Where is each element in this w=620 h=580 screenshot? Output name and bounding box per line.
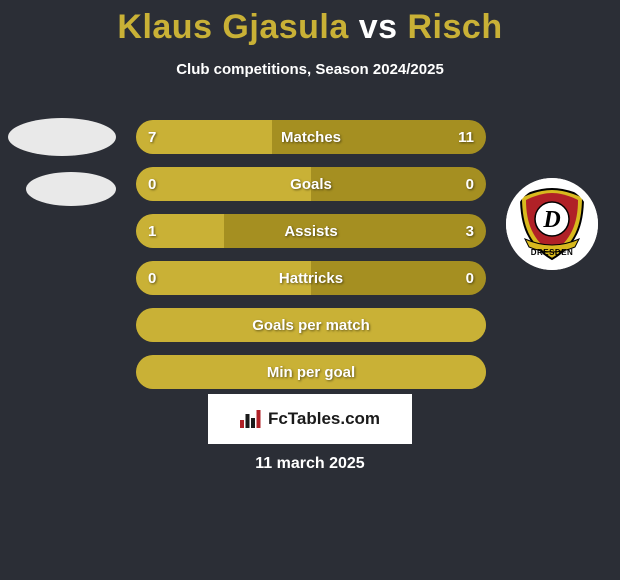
crest-banner-text: DRESDEN <box>513 248 591 257</box>
stat-label: Matches <box>136 120 486 154</box>
stat-row: 711Matches <box>136 120 486 154</box>
team-crest: D DRESDEN <box>506 178 598 270</box>
stat-row: 00Hattricks <box>136 261 486 295</box>
brand-text: FcTables.com <box>268 409 380 429</box>
stat-label: Goals <box>136 167 486 201</box>
title-player-left: Klaus Gjasula <box>117 8 348 46</box>
stat-label: Goals per match <box>136 308 486 342</box>
stats-bars: 711Matches 00Goals 13Assists 00Hattricks Goa… <box>136 120 486 402</box>
stat-row: Goals per match <box>136 308 486 342</box>
comparison-card: { "header": { "title_left": "Klaus Gjasu… <box>0 0 620 580</box>
stat-row: 00Goals <box>136 167 486 201</box>
team-crest-shield: D DRESDEN <box>513 185 591 263</box>
stat-label: Hattricks <box>136 261 486 295</box>
stat-row: Min per goal <box>136 355 486 389</box>
stat-label: Min per goal <box>136 355 486 389</box>
stat-label: Assists <box>136 214 486 248</box>
title-vs: vs <box>359 8 398 46</box>
date-label: 11 march 2025 <box>0 455 620 473</box>
stat-row: 13Assists <box>136 214 486 248</box>
title-player-right: Risch <box>408 8 503 46</box>
player-left-avatar <box>8 118 116 156</box>
brand-bars-icon <box>240 410 262 428</box>
subtitle: Club competitions, Season 2024/2025 <box>0 61 620 78</box>
brand-badge: FcTables.com <box>208 394 412 444</box>
page-title: Klaus Gjasula vs Risch <box>0 0 620 47</box>
svg-text:D: D <box>542 207 560 233</box>
player-left-avatar-secondary <box>26 172 116 206</box>
